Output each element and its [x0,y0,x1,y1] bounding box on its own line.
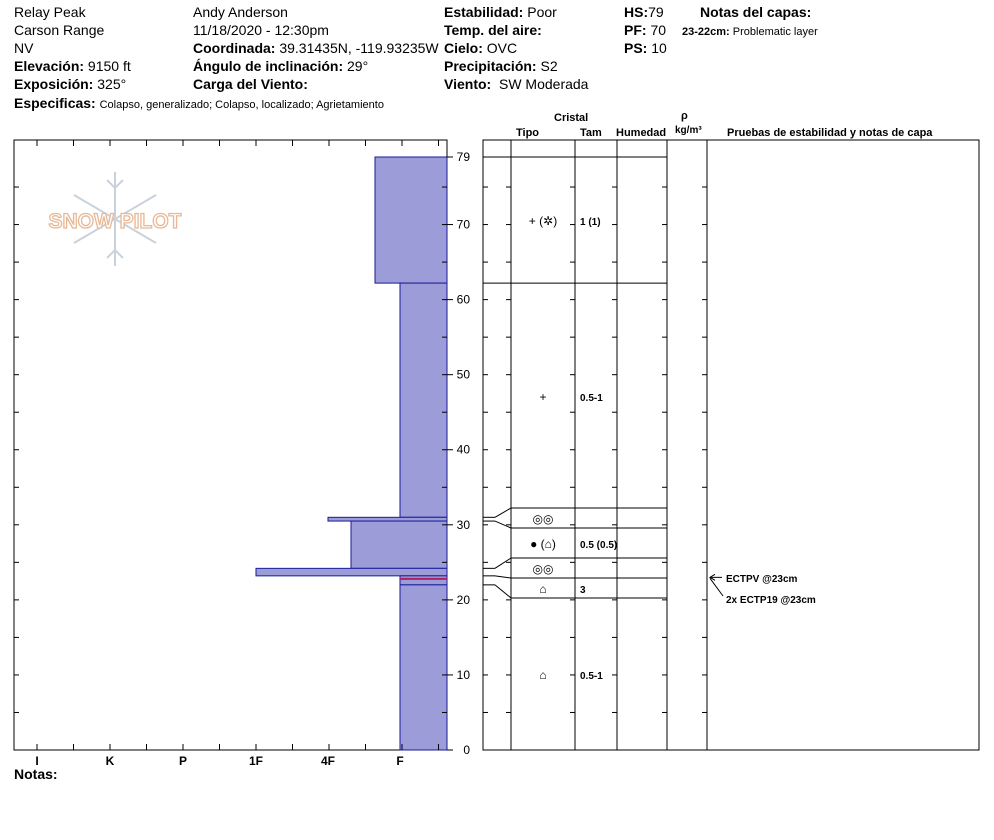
aspect: Exposición: 325° [14,76,127,92]
hardness-bar [399,584,448,751]
crystal-header: Cristal [554,112,589,124]
hardness-tick-label: K [106,754,115,768]
stability-tests: ECTPV @23cm 2x ECTP19 @23cm [709,573,816,606]
air-temp: Temp. del aire: [444,22,542,38]
grain-type: ◎◎ [533,512,554,526]
tests-header: Pruebas de estabilidad y notas de capa [727,127,933,139]
logo-text: SNOW PILOT [49,210,182,233]
range: Carson Range [14,22,105,38]
notes-label: Notas: [14,766,58,782]
grain-size: 3 [580,585,586,596]
row-connector [494,520,512,529]
table-ticks [483,186,707,713]
row-connector [494,575,512,579]
grain-size: 0.5 (0.5) [580,540,617,551]
hardness-bar [350,520,448,569]
precipitation: Precipitación: S2 [444,58,558,74]
hardness-bar [255,567,448,577]
hardness-tick-label: 1F [249,754,263,768]
depth-tick-label: 20 [457,593,471,607]
depth-tick-label: 40 [457,443,471,457]
grain-type: ⌂ [539,582,546,596]
grain-type: ⌂ [539,668,546,682]
depth-tick-label: 79 [457,150,471,164]
hardness-bar [399,575,448,586]
depth-tick-label: 0 [463,743,470,757]
hardness-axis: I K P 1F 4F F [35,754,403,768]
hardness-tick-label: P [179,754,187,768]
hardness-tick-label: F [396,754,403,768]
grain-type: + (✲) [529,214,557,228]
specifics: Especificas: Colapso, generalizado; Cola… [14,95,384,111]
pf: PF: 70 [624,22,667,38]
grain-size: 1 (1) [580,217,601,228]
location: Relay Peak [14,4,86,20]
snowpilot-logo: SNOW PILOT [48,172,182,266]
hardness-bar [399,282,448,518]
hardness-bar [327,516,448,522]
wind-load: Carga del Viento: [193,76,308,92]
layer-table-frame [482,139,980,751]
test-arrow-head [709,573,716,581]
hardness-bar [374,156,448,284]
sky: Cielo: OVC [444,40,518,56]
row-connector [494,557,512,569]
grain-size: 0.5-1 [580,671,603,682]
hs: HS:79 [624,4,664,20]
hardness-tick-label: I [35,754,38,768]
depth-tick-label: 10 [457,668,471,682]
slope-angle: Ángulo de inclinación: 29° [193,58,369,74]
hardness-profile [255,156,448,751]
datetime: 11/18/2020 - 12:30pm [193,22,329,38]
layer-note: 23-22cm: Problematic layer [682,26,818,38]
grain-type: ◎◎ [533,562,554,576]
ps: PS: 10 [624,40,667,56]
grain-type: ● (⌂) [530,537,556,551]
test-result: 2x ECTP19 @23cm [726,595,816,606]
state: NV [14,40,34,56]
type-header: Tipo [516,127,540,139]
test-result: ECTPV @23cm [726,574,798,585]
stability: Estabilidad: Poor [444,4,557,20]
grain-type: + [539,390,546,404]
depth-tick-label: 30 [457,518,471,532]
depth-tick-label: 70 [457,218,471,232]
size-header: Tam [580,127,602,139]
hardness-ticks [14,140,447,750]
grain-size: 0.5-1 [580,393,603,404]
row-connector [494,584,512,599]
test-arrow [709,578,724,597]
density-unit: kg/m³ [675,125,702,136]
humidity-header: Humedad [616,127,667,139]
layer-notes-title: Notas del capas: [700,4,812,20]
wind: Viento: SW Moderada [444,76,589,92]
depth-axis: 0 10 20 30 40 50 60 70 79 [447,150,470,757]
row-connector [494,507,512,518]
coordinates: Coordinada: 39.31435N, -119.93235W [193,40,439,56]
depth-tick-label: 60 [457,293,471,307]
hardness-tick-label: 4F [321,754,335,768]
rho-header: ρ [681,110,688,122]
elevation: Elevación: 9150 ft [14,58,131,74]
layer-rows: + (✲) 1 (1) + 0.5-1 ◎◎ ● (⌂) 0.5 (0.5) ◎◎ ⌂ 3 ⌂ 0.5… [483,156,667,682]
depth-tick-label: 50 [457,368,471,382]
observer: Andy Anderson [193,4,288,20]
